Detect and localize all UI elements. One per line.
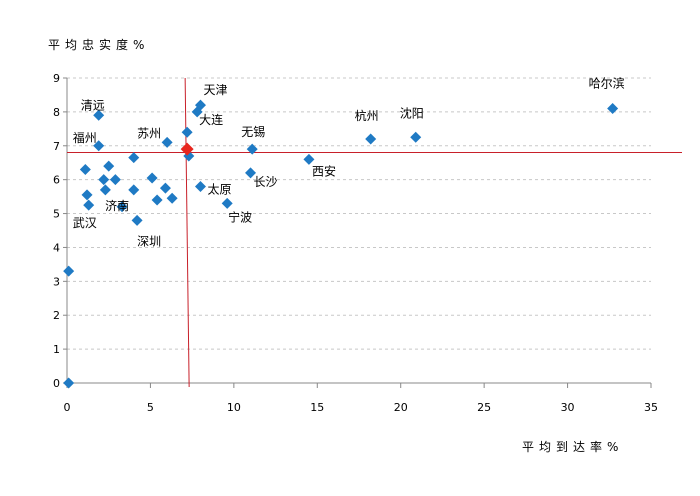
point-label: 长沙 [254, 175, 278, 189]
y-tick-label: 5 [53, 208, 60, 221]
data-point [63, 265, 75, 277]
point-label: 大连 [199, 112, 223, 127]
data-point [146, 172, 158, 184]
point-label: 杭州 [355, 108, 379, 123]
x-tick-label: 5 [147, 401, 154, 414]
data-point [303, 153, 315, 165]
data-point [109, 174, 121, 186]
point-label: 天津 [203, 83, 227, 97]
y-tick-label: 6 [53, 174, 60, 187]
x-tick-label: 20 [394, 401, 408, 414]
data-point [103, 160, 115, 172]
point-label: 西安 [312, 163, 336, 178]
data-point [166, 192, 178, 204]
data-point [221, 197, 233, 209]
data-point [98, 174, 110, 186]
x-tick-label: 10 [227, 401, 241, 414]
point-label: 哈尔滨 [589, 76, 625, 91]
y-tick-label: 4 [53, 241, 60, 254]
data-point [63, 377, 75, 389]
y-tick-label: 8 [53, 106, 60, 119]
x-tick-label: 30 [561, 401, 575, 414]
x-tick-label: 35 [644, 401, 658, 414]
x-tick-label: 0 [64, 401, 71, 414]
data-point [131, 214, 143, 226]
point-label: 福州 [73, 130, 97, 145]
data-point [245, 167, 257, 179]
y-tick-label: 7 [53, 140, 60, 153]
data-point [410, 131, 422, 143]
data-point [365, 133, 377, 145]
data-point [83, 199, 95, 211]
x-axis-label: 平均到达率% [522, 440, 624, 454]
highlight-point [180, 142, 194, 156]
reference-line-vertical [184, 77, 190, 388]
data-point [99, 184, 111, 196]
data-point [194, 180, 206, 192]
data-point [128, 152, 140, 164]
x-tick-label: 15 [310, 401, 324, 414]
data-point [128, 184, 140, 196]
y-tick-label: 0 [53, 377, 60, 390]
y-tick-label: 3 [53, 275, 60, 288]
data-point [181, 126, 193, 138]
point-label: 太原 [207, 181, 231, 196]
y-tick-label: 1 [53, 343, 60, 356]
point-label: 深圳 [137, 234, 161, 248]
x-tick-label: 25 [477, 401, 491, 414]
data-point [81, 189, 93, 201]
data-point [194, 99, 206, 111]
point-label: 济南 [105, 198, 129, 213]
point-label: 苏州 [137, 126, 161, 140]
y-axis-label: 平均忠实度% [48, 38, 150, 52]
data-point [93, 109, 105, 121]
data-point [159, 182, 171, 194]
point-label: 沈阳 [400, 105, 424, 120]
data-point [246, 143, 258, 155]
data-point [93, 140, 105, 152]
data-point [79, 164, 91, 175]
point-label: 无锡 [241, 124, 265, 139]
data-point [116, 201, 128, 213]
point-label: 武汉 [73, 216, 97, 230]
y-tick-label: 2 [53, 309, 60, 322]
data-point [607, 103, 619, 114]
point-label: 宁波 [228, 209, 252, 224]
data-point [151, 194, 163, 206]
data-point [161, 136, 173, 148]
y-tick-label: 9 [53, 72, 60, 85]
point-label: 清远 [81, 98, 105, 112]
